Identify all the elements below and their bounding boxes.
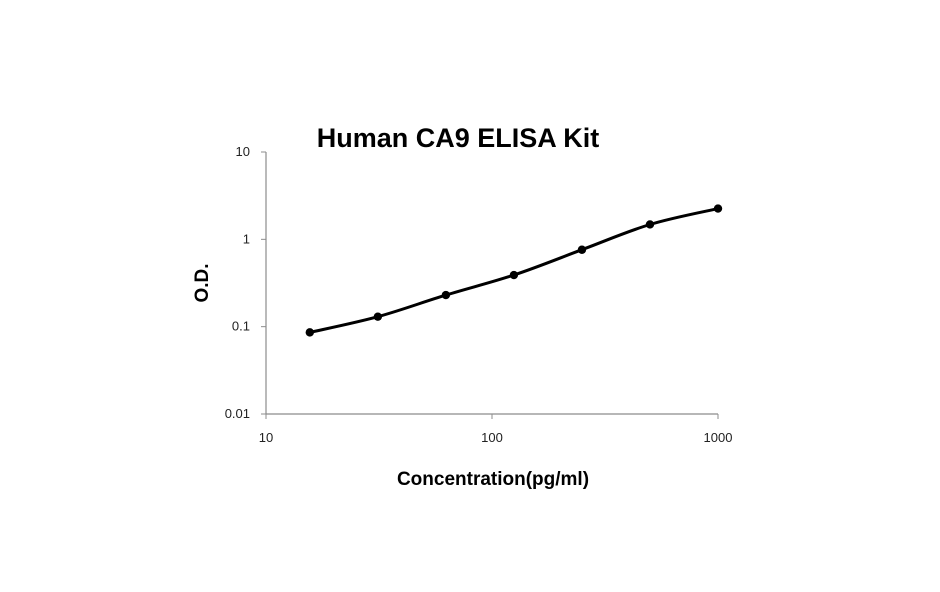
- data-point: [713, 204, 723, 213]
- data-point: [305, 328, 315, 337]
- data-series: [305, 204, 723, 337]
- chart-title: Human CA9 ELISA Kit: [317, 123, 600, 153]
- data-point: [645, 220, 655, 229]
- x-tick-label: 100: [481, 430, 503, 445]
- y-axis-label: O.D.: [192, 263, 213, 302]
- data-point: [577, 245, 587, 254]
- x-tick-label: 1000: [704, 430, 733, 445]
- standard-curve-line: [308, 207, 720, 334]
- data-point: [373, 312, 383, 321]
- y-tick-label: 0.1: [232, 319, 250, 334]
- data-point: [441, 290, 451, 300]
- ticks: 0.01 0.1 1 10 10 100 1000: [225, 144, 733, 445]
- y-tick-label: 0.01: [225, 406, 250, 421]
- x-axis-label: Concentration(pg/ml): [397, 469, 589, 490]
- y-tick-label: 1: [243, 231, 250, 246]
- x-tick-label: 10: [259, 430, 273, 445]
- y-tick-label: 10: [236, 144, 250, 159]
- data-point: [509, 270, 519, 280]
